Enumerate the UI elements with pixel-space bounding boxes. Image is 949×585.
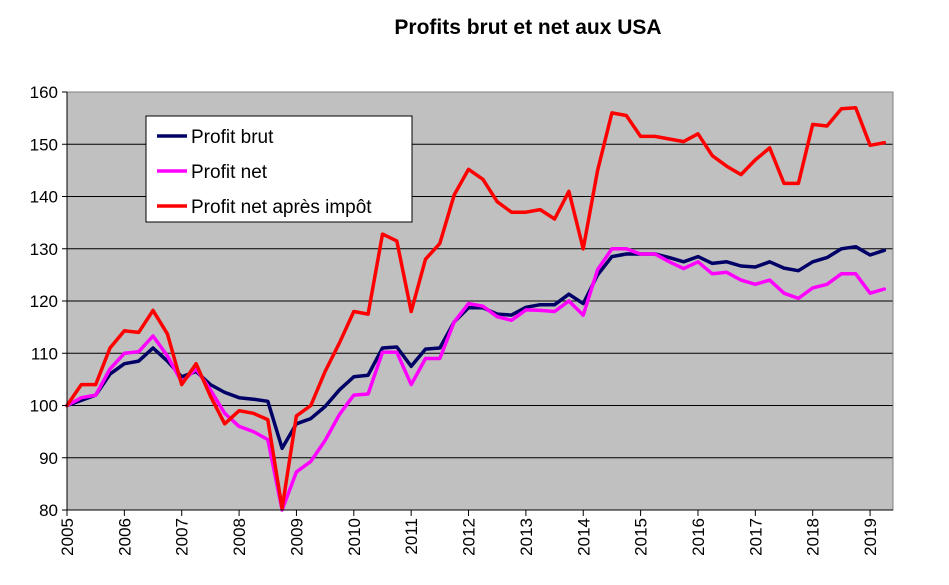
series-line [65, 105, 887, 511]
x-tick-label: 2006 [115, 518, 134, 556]
x-tick-label: 2013 [517, 518, 536, 556]
y-tick-label: 150 [30, 135, 58, 154]
legend-label: Profit brut [191, 127, 274, 148]
x-tick-label: 2012 [460, 518, 479, 556]
y-tick-label: 90 [39, 449, 58, 468]
x-axis: 2005 2006 2007 2008 2009 2010 2011 2012 2013 2014… [58, 92, 893, 556]
y-tick-label: 130 [30, 240, 58, 259]
x-tick-label: 2007 [173, 518, 192, 556]
chart-title: Profits brut et net aux USA [394, 16, 662, 39]
legend-label: Profit net [191, 162, 268, 183]
series-layer [65, 105, 887, 512]
x-tick-label: 2018 [804, 518, 823, 556]
x-tick-label: 2005 [58, 518, 77, 556]
y-tick-label: 140 [30, 188, 58, 207]
x-tick-label: 2016 [689, 518, 708, 556]
x-tick-label: 2011 [402, 518, 421, 555]
y-tick-label: 80 [39, 501, 58, 520]
x-tick-label: 2010 [345, 518, 364, 556]
x-tick-label: 2015 [632, 518, 651, 556]
y-axis: 80 90 100 110 120 130 140 150 160 [30, 83, 67, 520]
legend-label: Profit net après impôt [191, 197, 372, 218]
y-tick-label: 120 [30, 292, 58, 311]
x-tick-label: 2008 [230, 518, 249, 556]
y-tick-label: 110 [31, 344, 58, 363]
legend: Profit brut Profit net Profit net après im… [145, 115, 413, 223]
x-tick-label: 2019 [861, 518, 880, 556]
x-tick-label: 2017 [746, 518, 765, 556]
y-tick-label: 100 [30, 397, 58, 416]
x-tick-label: 2009 [287, 518, 306, 556]
x-tick-label: 2014 [574, 518, 593, 556]
legend-box [145, 115, 413, 223]
y-tick-label: 160 [30, 83, 58, 102]
